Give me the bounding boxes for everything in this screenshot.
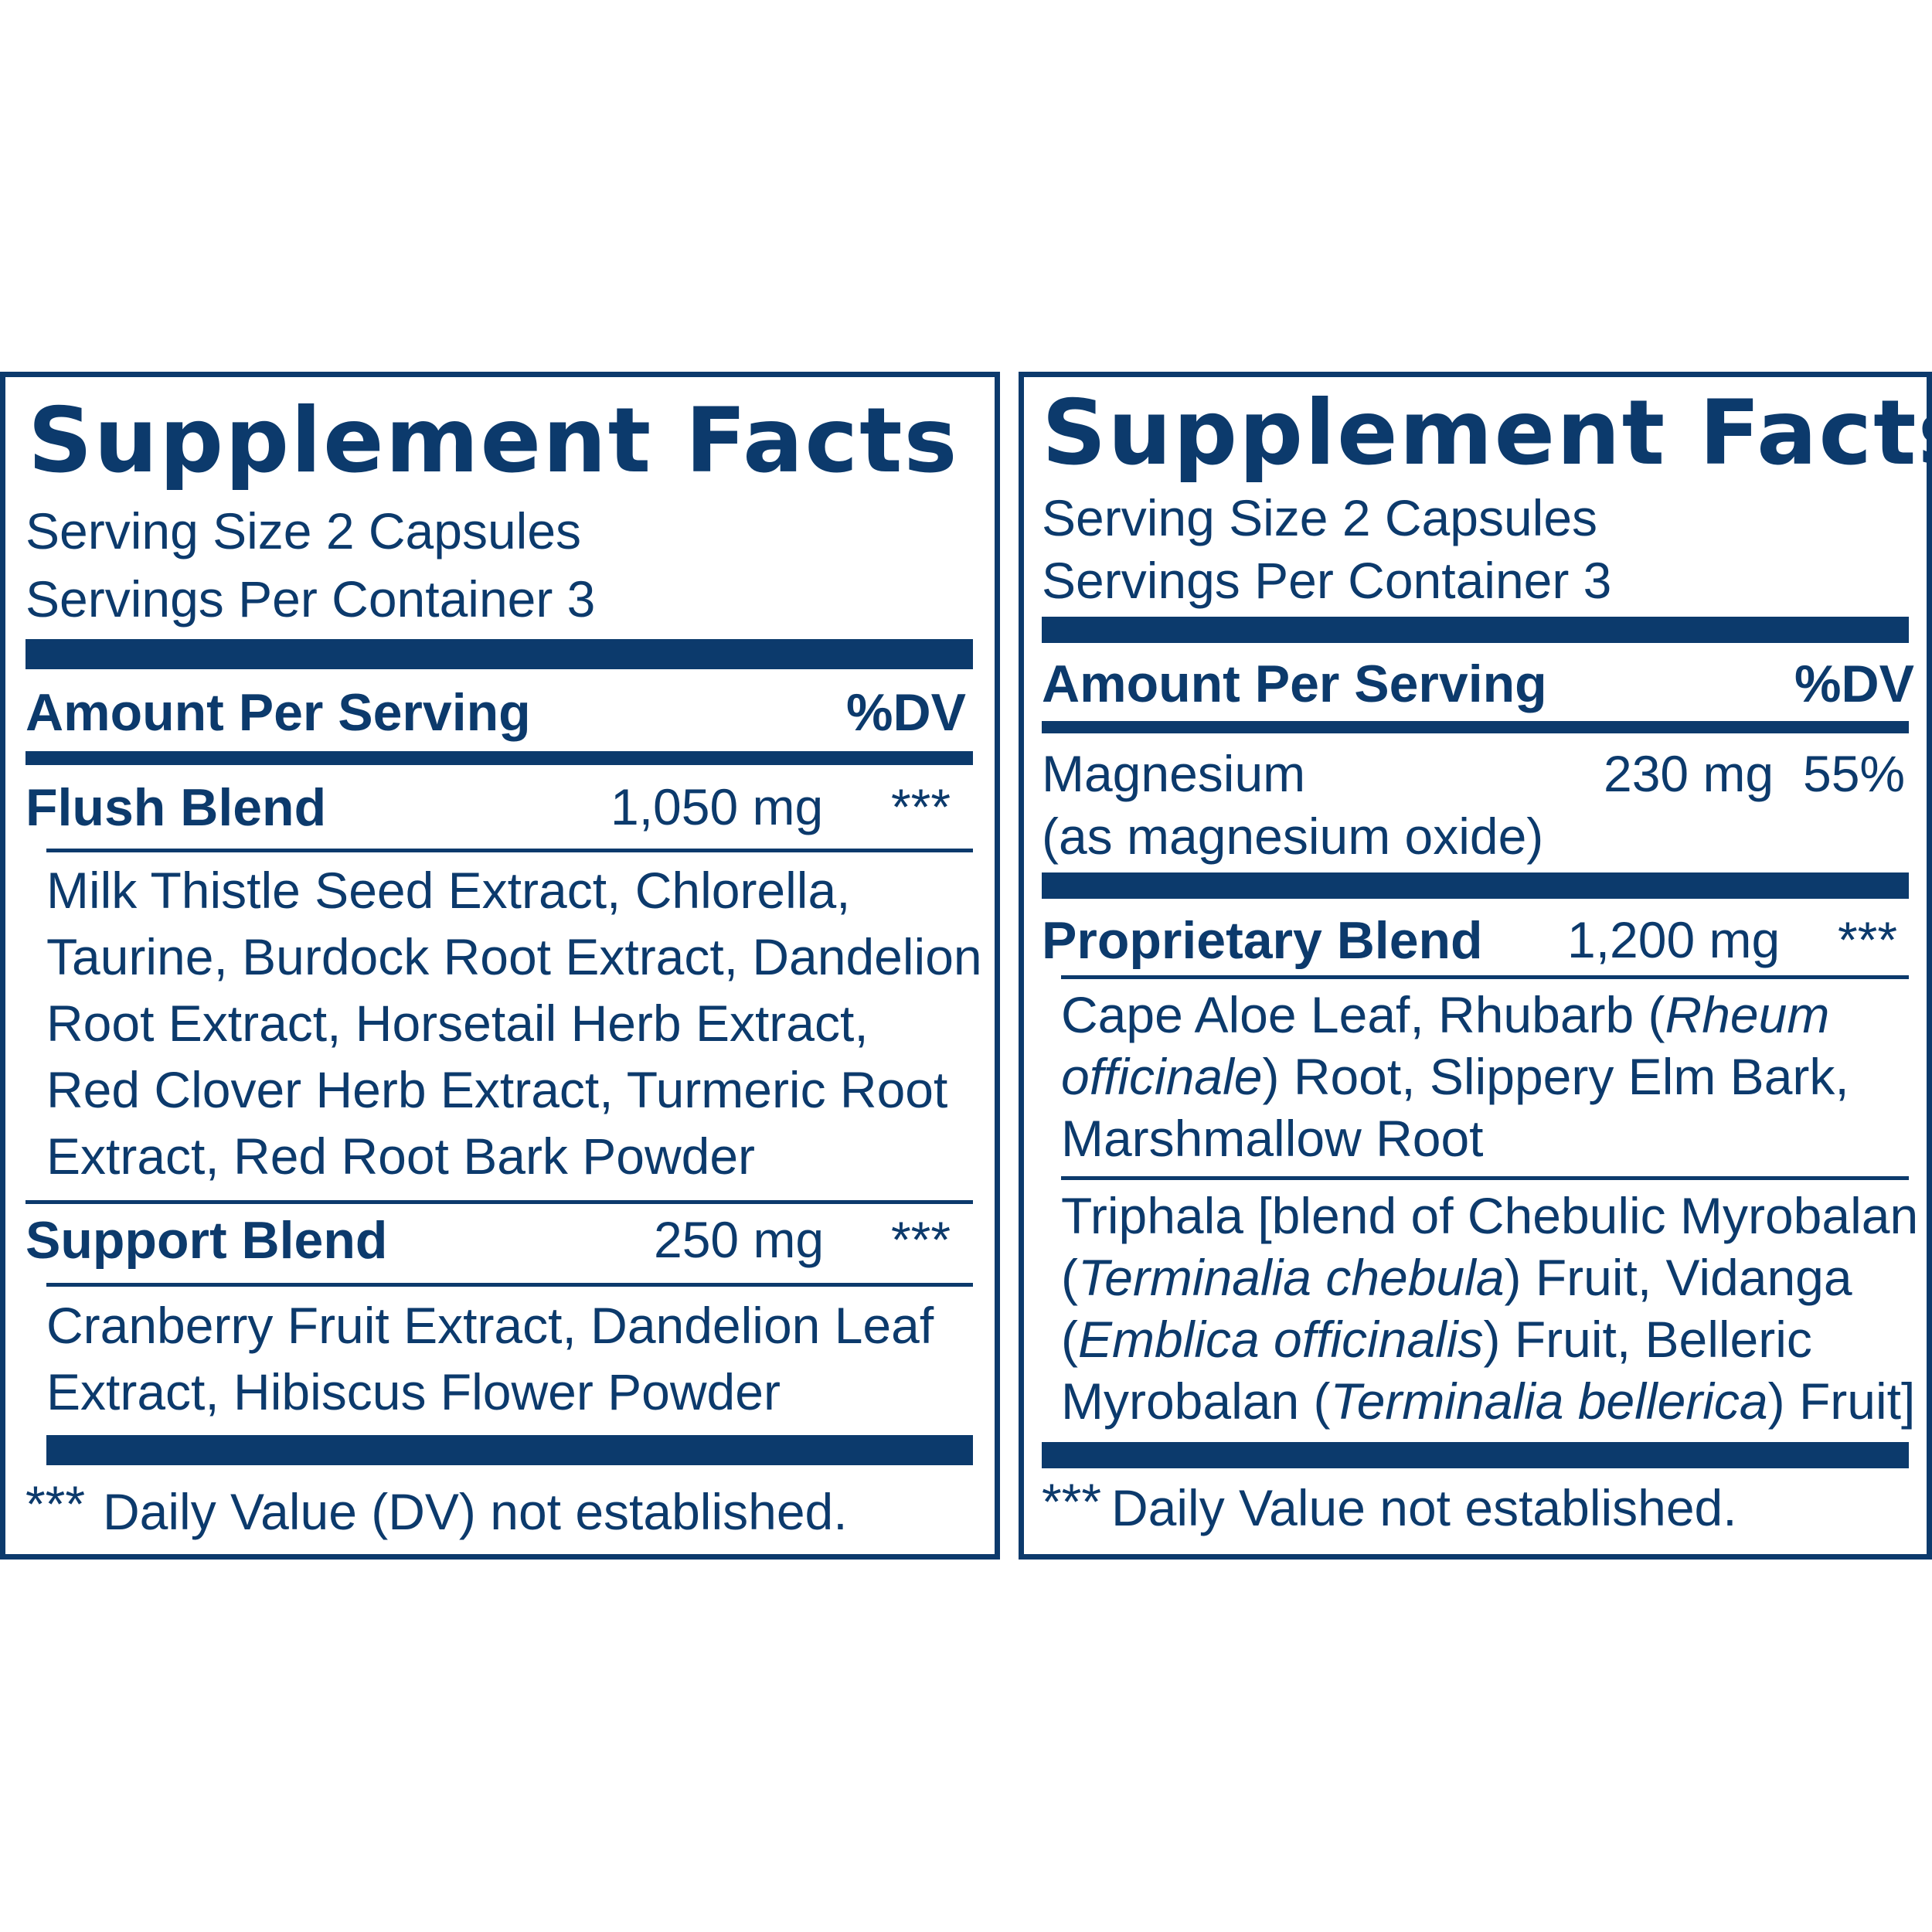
proprietary-group-divider [1061, 1176, 1909, 1180]
flush-blend-dv: *** [891, 778, 951, 835]
proprietary-group2-line: (Terminalia chebula) Fruit, Vidanga [1061, 1249, 1852, 1306]
left-title: Supplement Facts [28, 389, 959, 493]
right-serving-size: Serving Size 2 Capsules [1042, 489, 1598, 546]
flush-blend-ingredient-line: Milk Thistle Seed Extract, Chlorella, [46, 862, 851, 919]
proprietary-group1-line: Cape Aloe Leaf, Rhubarb (Rheum [1061, 986, 1830, 1043]
support-blend-dv: *** [891, 1211, 951, 1268]
flush-blend-thin-divider [46, 849, 973, 852]
left-amount-header: Amount Per Serving [26, 683, 531, 742]
support-blend-ingredient-line: Extract, Hibiscus Flower Powder [46, 1363, 781, 1420]
latin-name: Rheum [1665, 986, 1830, 1043]
latin-name: officinale [1061, 1048, 1263, 1105]
magnesium-amount: 230 mg [1604, 745, 1774, 802]
right-footnote-marker: *** [1042, 1473, 1102, 1530]
left-row-divider [26, 1200, 973, 1204]
right-amount-header: Amount Per Serving [1042, 655, 1547, 713]
left-footnote: Daily Value (DV) not established. [103, 1483, 848, 1540]
left-serving-size: Serving Size 2 Capsules [26, 502, 582, 560]
support-blend-thin-divider [46, 1283, 973, 1287]
proprietary-blend-name: Proprietary Blend [1042, 911, 1483, 970]
flush-blend-ingredient-line: Red Clover Herb Extract, Turmeric Root [46, 1061, 948, 1118]
left-dv-header: %DV [846, 683, 966, 742]
right-footnote: Daily Value not established. [1111, 1479, 1737, 1536]
support-blend-ingredient-line: Cranberry Fruit Extract, Dandelion Leaf [46, 1297, 934, 1354]
proprietary-group1-line: Marshmallow Root [1061, 1110, 1484, 1167]
proprietary-blend-amount: 1,200 mg [1567, 911, 1781, 968]
magnesium-dv: 55% [1803, 745, 1906, 802]
support-blend-name: Support Blend [26, 1211, 388, 1270]
flush-blend-ingredient-line: Extract, Red Root Bark Powder [46, 1128, 756, 1185]
right-servings-per-container: Servings Per Container 3 [1042, 552, 1612, 609]
right-title: Supplement Facts [1042, 381, 1932, 485]
flush-blend-amount: 1,050 mg [611, 778, 824, 835]
flush-blend-ingredient-line: Root Extract, Horsetail Herb Extract, [46, 995, 869, 1052]
latin-name: Terminalia bellerica [1330, 1372, 1768, 1430]
proprietary-group2-line: Triphala [blend of Chebulic Myrobalan [1061, 1187, 1919, 1244]
proprietary-thin-divider [1061, 975, 1909, 979]
left-supplement-facts-panel [0, 372, 1000, 1560]
support-blend-amount: 250 mg [654, 1211, 825, 1268]
left-servings-per-container: Servings Per Container 3 [26, 570, 596, 628]
magnesium-source: (as magnesium oxide) [1042, 808, 1544, 865]
left-bottom-thick-divider [46, 1435, 973, 1465]
proprietary-group2-line: (Emblica officinalis) Fruit, Belleric [1061, 1311, 1812, 1368]
proprietary-group1-line: officinale) Root, Slippery Elm Bark, [1061, 1048, 1849, 1105]
left-medium-divider [26, 751, 973, 765]
magnesium-name: Magnesium [1042, 745, 1306, 802]
left-footnote-marker: *** [26, 1475, 86, 1532]
left-thick-divider [26, 639, 973, 669]
right-dv-header: %DV [1794, 655, 1914, 713]
right-thick-divider [1042, 617, 1909, 643]
right-mid-thick-divider [1042, 872, 1909, 899]
flush-blend-name: Flush Blend [26, 778, 327, 837]
proprietary-group2-line: Myrobalan (Terminalia bellerica) Fruit] [1061, 1372, 1916, 1430]
right-medium-divider [1042, 721, 1909, 733]
right-bottom-thick-divider [1042, 1442, 1909, 1468]
flush-blend-ingredient-line: Taurine, Burdock Root Extract, Dandelion [46, 928, 982, 985]
latin-name: Terminalia chebula [1077, 1249, 1505, 1306]
proprietary-blend-dv: *** [1838, 911, 1898, 968]
latin-name: Emblica officinalis [1077, 1311, 1484, 1368]
right-supplement-facts-panel [1019, 372, 1932, 1560]
